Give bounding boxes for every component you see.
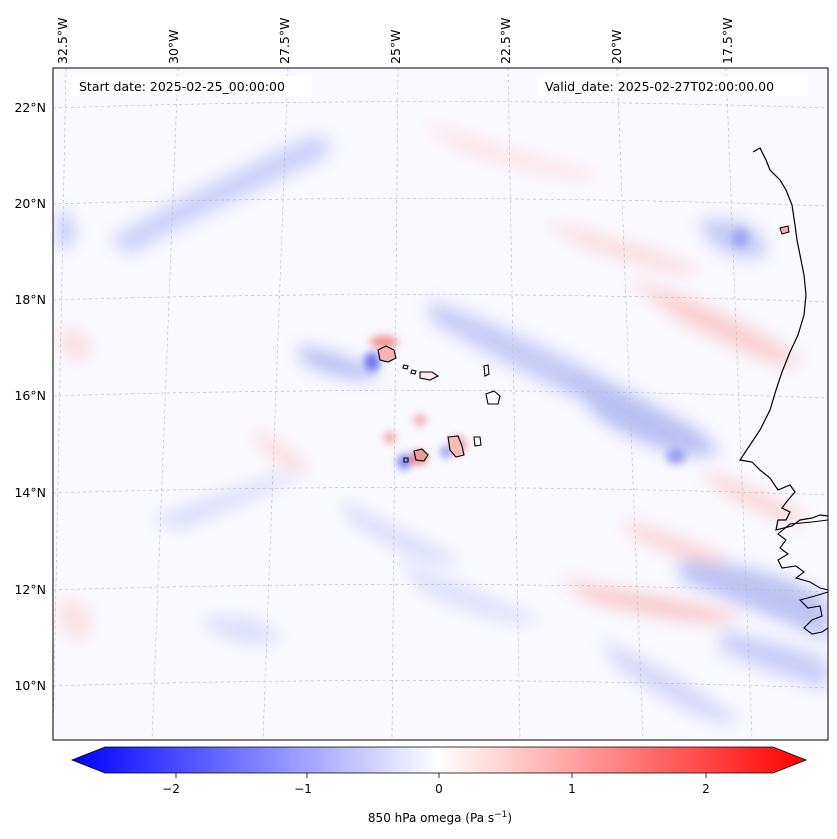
coastline <box>738 147 828 531</box>
lat-label: 20°N <box>14 196 46 211</box>
lat-label: 12°N <box>14 582 46 597</box>
map-panel: Start date: 2025-02-25_00:00:00 Valid_da… <box>52 67 829 741</box>
coastline-guinea <box>798 591 828 635</box>
lat-label: 10°N <box>14 678 46 693</box>
colorbar-tick-label: 0 <box>435 782 443 796</box>
lon-label: 32.5°W <box>55 18 70 64</box>
colorbar-tick-label: −2 <box>162 782 180 796</box>
colorbar-tick-label: 1 <box>568 782 576 796</box>
valid-date-box <box>538 76 808 96</box>
colorbar-tick-label: −1 <box>294 782 312 796</box>
lon-label: 27.5°W <box>277 18 292 64</box>
coastline-lower <box>777 519 828 591</box>
colorbar-title: 850 hPa omega (Pa s−1) <box>368 810 512 825</box>
latitude-labels: 22°N 20°N 18°N 16°N 14°N 12°N 10°N <box>14 100 46 693</box>
start-date-label: Start date: 2025-02-25_00:00:00 <box>79 79 285 94</box>
valid-date-label: Valid_date: 2025-02-27T02:00:00.00 <box>545 79 774 94</box>
lat-label: 22°N <box>14 100 46 115</box>
lon-label: 22.5°W <box>498 18 513 64</box>
lat-label: 18°N <box>14 292 46 307</box>
lon-label: 25°W <box>388 29 403 64</box>
map-frame <box>52 67 829 741</box>
lat-label: 14°N <box>14 485 46 500</box>
lon-label: 30°W <box>166 29 181 64</box>
colorbar: −2 −1 0 1 2 850 hPa omega (Pa s−1) <box>70 746 808 825</box>
map-background <box>53 68 828 740</box>
lon-label: 20°W <box>609 29 624 64</box>
graticule <box>53 68 828 740</box>
coast-island <box>779 225 790 235</box>
colorbar-tick-label: 2 <box>702 782 710 796</box>
lon-label: 17.5°W <box>720 18 735 64</box>
omega-field <box>53 68 828 740</box>
colorbar-ticks <box>175 773 707 778</box>
cape-verde-islands <box>377 345 501 463</box>
lat-label: 16°N <box>14 388 46 403</box>
longitude-labels: 32.5°W 30°W 27.5°W 25°W 22.5°W 20°W 17.5… <box>55 18 735 64</box>
start-date-box <box>72 76 312 96</box>
colorbar-ramp <box>70 746 808 774</box>
